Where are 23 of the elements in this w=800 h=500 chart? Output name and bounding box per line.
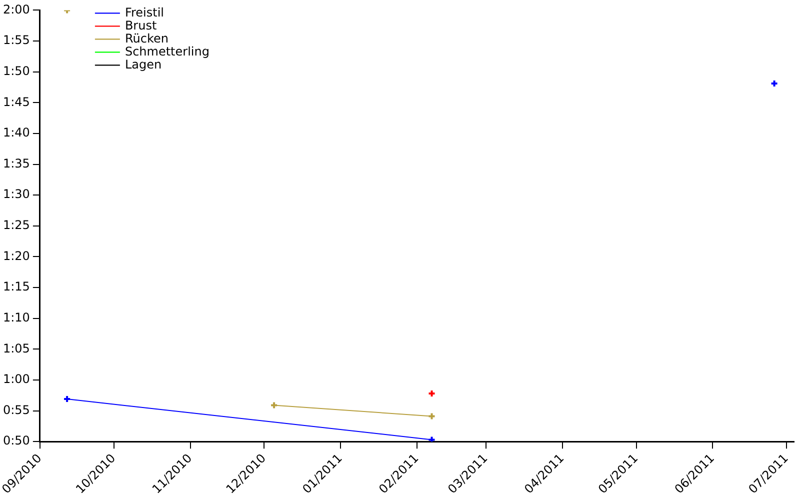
point <box>428 390 436 398</box>
legend-label: Freistil <box>124 5 164 20</box>
y-tick-label: 2:00 <box>2 2 30 16</box>
y-tick-label: 1:00 <box>2 372 30 386</box>
y-tick-label: 1:50 <box>2 64 30 78</box>
y-tick-label: 1:35 <box>2 156 30 170</box>
y-tick-label: 1:40 <box>2 126 30 140</box>
legend-label: Lagen <box>124 57 162 72</box>
y-tick-label: 0:50 <box>2 434 30 448</box>
y-tick-label: 1:25 <box>2 218 30 232</box>
y-tick-label: 1:05 <box>2 341 30 356</box>
y-tick-label: 1:10 <box>2 310 30 324</box>
y-tick-label: 1:55 <box>2 33 30 48</box>
point <box>428 436 436 442</box>
y-tick-label: 1:45 <box>2 94 30 109</box>
point <box>270 401 278 410</box>
y-tick-label: 1:20 <box>2 248 30 263</box>
legend-label: Schmetterling <box>124 44 210 58</box>
legend-label: Rücken <box>124 31 168 46</box>
y-tick-label: 1:15 <box>2 280 30 294</box>
y-tick-label: 0:55 <box>2 402 30 417</box>
legend-label: Brust <box>124 18 157 32</box>
y-tick-label: 1:30 <box>2 187 30 202</box>
